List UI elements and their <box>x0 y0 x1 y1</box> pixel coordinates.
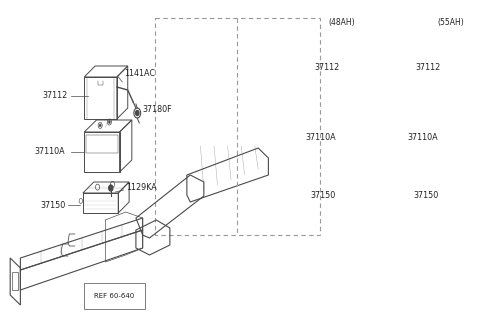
Text: 37150: 37150 <box>413 191 438 199</box>
Circle shape <box>135 111 139 115</box>
Circle shape <box>108 185 113 191</box>
Text: 1141AC: 1141AC <box>124 69 155 77</box>
Text: 37110A: 37110A <box>35 148 65 156</box>
Text: 37150: 37150 <box>311 191 336 199</box>
Text: (48AH): (48AH) <box>329 17 356 27</box>
Circle shape <box>99 124 101 127</box>
Text: 37110A: 37110A <box>408 133 438 142</box>
Circle shape <box>475 113 477 116</box>
Circle shape <box>108 120 110 124</box>
Text: 37110A: 37110A <box>305 133 336 142</box>
Text: 37112: 37112 <box>415 64 440 72</box>
Bar <box>459 125 480 141</box>
Circle shape <box>367 113 369 116</box>
Text: 1129KA: 1129KA <box>126 183 156 193</box>
Text: 37112: 37112 <box>43 92 68 100</box>
Bar <box>86 135 118 153</box>
Text: REF 60-640: REF 60-640 <box>94 293 134 299</box>
Bar <box>155 18 320 235</box>
Text: 37180F: 37180F <box>143 106 172 114</box>
Bar <box>355 124 384 141</box>
Text: (55AH): (55AH) <box>438 17 464 27</box>
Bar <box>12 272 18 290</box>
Circle shape <box>376 110 378 113</box>
Text: 37150: 37150 <box>40 200 65 210</box>
Text: 37112: 37112 <box>314 64 340 72</box>
